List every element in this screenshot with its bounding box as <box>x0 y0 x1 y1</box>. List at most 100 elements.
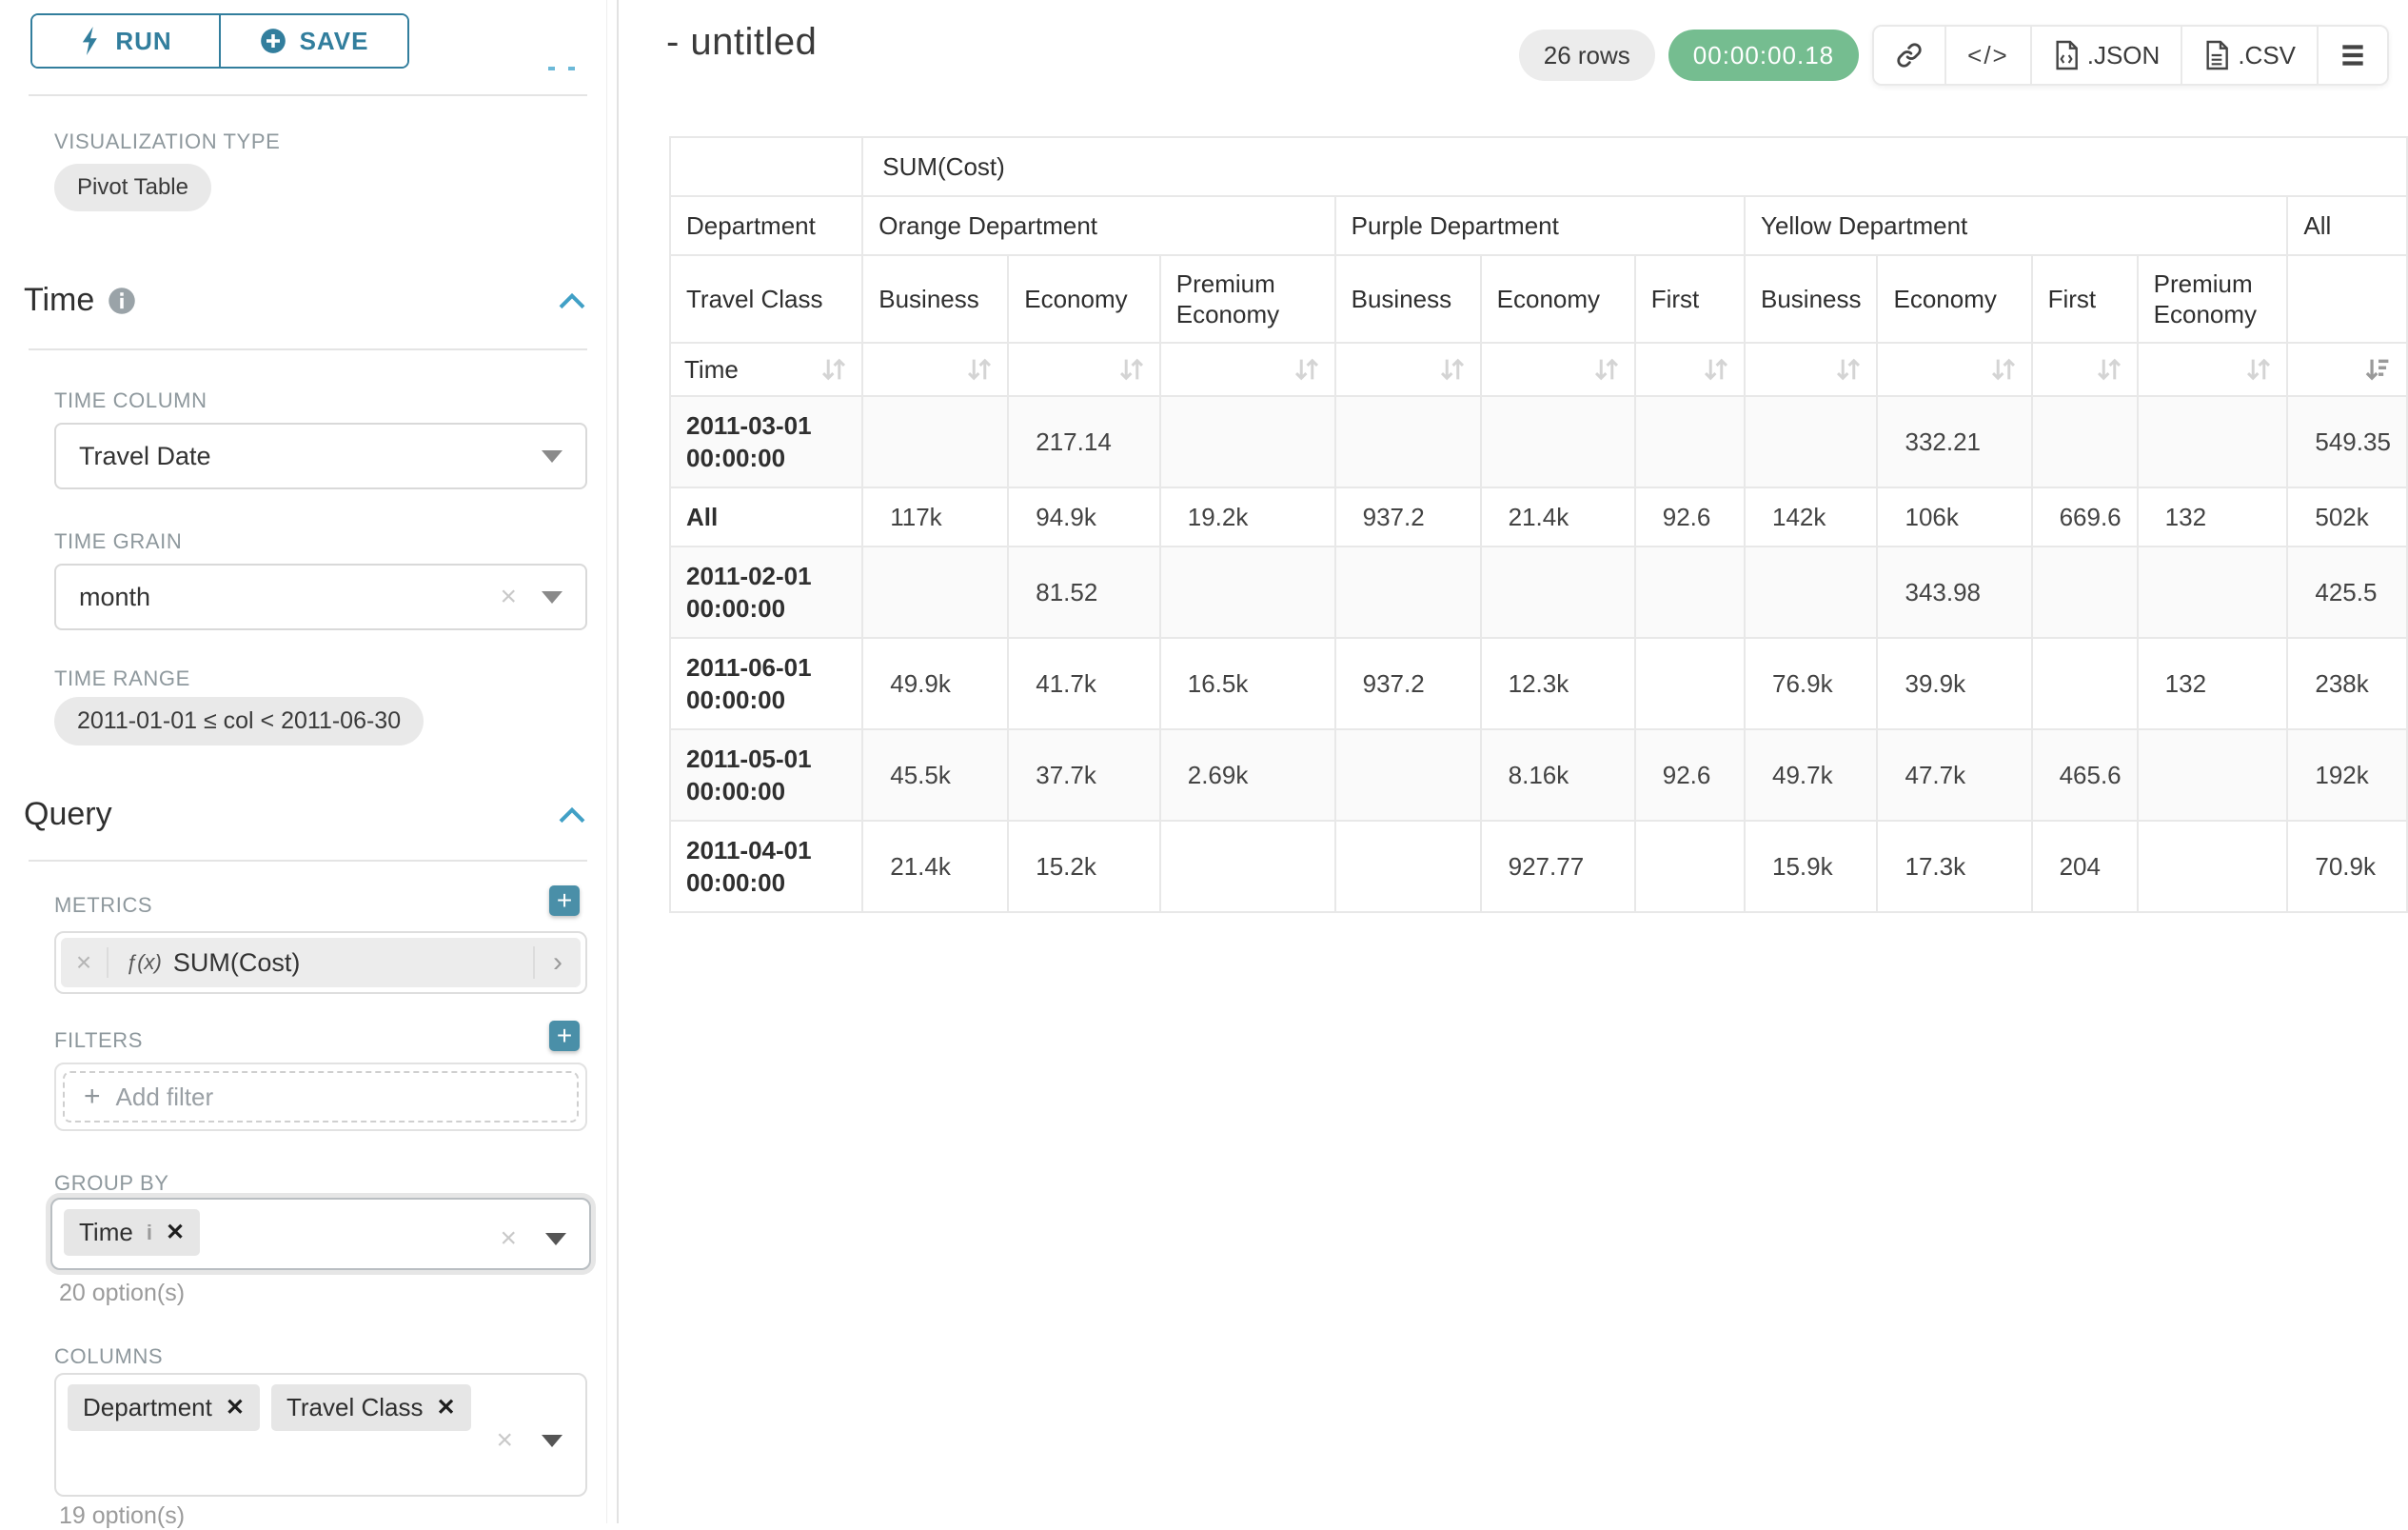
column-sort-header[interactable] <box>2136 342 2289 397</box>
table-cell: 217.14 <box>1007 395 1161 488</box>
table-cell: 15.9k <box>1743 820 1879 913</box>
control-panel: Chart Type RUN SAVE VISUALIZATION TYPE P… <box>0 0 619 1529</box>
department-group-header: Yellow Department <box>1743 195 2289 256</box>
embed-code-button[interactable]: </> <box>1944 27 2030 84</box>
sort-icon[interactable] <box>965 355 994 384</box>
time-sort-header[interactable]: Time <box>668 342 864 397</box>
copy-link-button[interactable] <box>1874 27 1945 84</box>
clear-icon[interactable]: × <box>496 1424 513 1456</box>
chevron-down-icon[interactable] <box>542 1434 563 1447</box>
chart-type-collapse-icon[interactable] <box>548 67 575 70</box>
sort-icon[interactable] <box>1834 355 1863 384</box>
time-grain-select[interactable]: month × <box>54 564 587 630</box>
sort-icon[interactable] <box>1702 355 1730 384</box>
table-cell <box>2136 546 2289 639</box>
table-cell <box>1158 546 1336 639</box>
column-sort-header[interactable] <box>1007 342 1161 397</box>
page-title[interactable]: - untitled <box>666 21 818 63</box>
table-cell: 12.3k <box>1479 637 1636 730</box>
export-csv-button[interactable]: .CSV <box>2181 27 2317 84</box>
column-sort-header[interactable] <box>1333 342 1482 397</box>
save-button[interactable]: SAVE <box>219 15 407 67</box>
sort-icon[interactable] <box>2244 355 2273 384</box>
row-label: 2011-06-01 00:00:00 <box>668 637 864 730</box>
sort-icon[interactable] <box>1592 355 1621 384</box>
corner-cell <box>668 136 864 197</box>
table-cell: 17.3k <box>1876 820 2033 913</box>
chevron-down-icon[interactable] <box>545 1232 566 1245</box>
column-sort-header[interactable] <box>1743 342 1879 397</box>
chip[interactable]: Department ✕ <box>68 1384 260 1431</box>
columns-select[interactable]: Department ✕ Travel Class ✕ × <box>54 1373 587 1497</box>
remove-chip-icon[interactable]: ✕ <box>225 1395 245 1421</box>
table-cell <box>1633 637 1746 730</box>
add-filter-label: Add filter <box>115 1082 214 1111</box>
clear-icon[interactable]: × <box>500 1222 517 1254</box>
metric-pill[interactable]: × ƒ(x) SUM(Cost) › <box>61 938 581 987</box>
table-cell: 425.5 <box>2286 546 2408 639</box>
table-cell <box>2136 728 2289 822</box>
table-cell <box>861 546 1010 639</box>
column-sort-header[interactable] <box>1633 342 1746 397</box>
column-sort-header[interactable] <box>1479 342 1636 397</box>
group-by-select[interactable]: Time i ✕ × <box>50 1198 591 1270</box>
table-cell: 192k <box>2286 728 2408 822</box>
travel-class-header: First <box>2030 254 2139 344</box>
filters-container: + Add filter <box>54 1063 587 1131</box>
row-label: All <box>668 487 864 547</box>
row-label: 2011-04-01 00:00:00 <box>668 820 864 913</box>
table-cell <box>2136 820 2289 913</box>
remove-chip-icon[interactable]: ✕ <box>165 1220 186 1245</box>
metric-value: SUM(Cost) <box>172 947 301 977</box>
chart-area: - untitled 26 rows 00:00:00.18 </> .JSON… <box>621 0 2408 1523</box>
sort-icon[interactable] <box>1117 355 1146 384</box>
collapse-query-icon[interactable] <box>557 805 587 825</box>
sort-descending-icon[interactable] <box>2364 355 2393 384</box>
sort-icon[interactable] <box>1438 355 1467 384</box>
visualization-type-value[interactable]: Pivot Table <box>54 164 211 211</box>
table-cell <box>861 395 1010 488</box>
add-filter-plus-button[interactable]: + <box>549 1021 580 1051</box>
chip[interactable]: Time i ✕ <box>64 1209 201 1256</box>
table-cell: 8.16k <box>1479 728 1636 822</box>
add-metric-button[interactable]: + <box>549 885 580 916</box>
sort-icon[interactable] <box>2095 355 2123 384</box>
scrollbar-gutter[interactable] <box>606 0 607 1523</box>
time-column-select[interactable]: Travel Date <box>54 423 587 489</box>
column-sort-header[interactable] <box>1876 342 2033 397</box>
visualization-type-label: VISUALIZATION TYPE <box>54 129 281 153</box>
travel-class-header: First <box>1633 254 1746 344</box>
table-cell: 92.6 <box>1633 487 1746 547</box>
collapse-time-icon[interactable] <box>557 290 587 311</box>
time-range-value[interactable]: 2011-01-01 ≤ col < 2011-06-30 <box>54 697 424 745</box>
menu-button[interactable] <box>2317 27 2387 84</box>
export-json-button[interactable]: .JSON <box>2029 27 2181 84</box>
table-cell <box>1333 820 1482 913</box>
table-cell <box>1333 395 1482 488</box>
clear-icon[interactable]: × <box>500 581 517 612</box>
table-cell <box>1479 546 1636 639</box>
sort-icon[interactable] <box>819 355 848 384</box>
info-icon[interactable]: i <box>146 1220 152 1244</box>
column-sort-header[interactable] <box>1158 342 1336 397</box>
remove-metric-icon[interactable]: × <box>61 947 109 978</box>
all-column-sort-header[interactable] <box>2286 342 2408 397</box>
csv-button-label: .CSV <box>2238 40 2296 70</box>
remove-chip-icon[interactable]: ✕ <box>436 1395 456 1421</box>
sort-icon[interactable] <box>1293 355 1321 384</box>
travel-class-dimension-header: Travel Class <box>668 254 864 344</box>
column-sort-header[interactable] <box>2030 342 2139 397</box>
query-section-header: Query <box>24 796 587 833</box>
chip[interactable]: Travel Class ✕ <box>270 1384 471 1431</box>
run-button-label: RUN <box>115 26 172 55</box>
time-grain-label: TIME GRAIN <box>54 529 183 553</box>
chevron-right-icon[interactable]: › <box>533 946 581 979</box>
run-button[interactable]: RUN <box>32 15 219 67</box>
add-filter-button[interactable]: + Add filter <box>63 1071 579 1123</box>
table-cell: 21.4k <box>1479 487 1636 547</box>
chip-label: Department <box>83 1393 212 1421</box>
column-sort-header[interactable] <box>861 342 1010 397</box>
sort-icon[interactable] <box>1989 355 2018 384</box>
travel-class-header: Business <box>1743 254 1879 344</box>
time-range-label: TIME RANGE <box>54 666 190 690</box>
